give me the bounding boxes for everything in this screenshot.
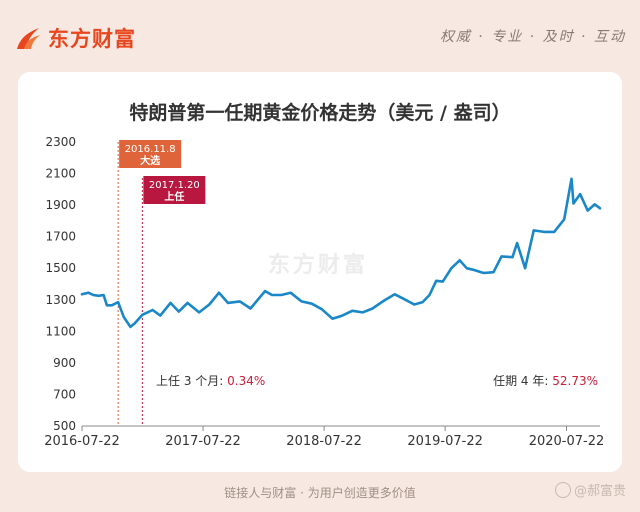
watermark-icon xyxy=(554,482,571,498)
brand-name: 东方财富 xyxy=(48,27,136,51)
brand-logo: 东方财富 xyxy=(14,22,136,54)
x-tick-label: 2020-07-22 xyxy=(529,434,605,449)
annotation-event: 上任 xyxy=(164,190,184,203)
watermark: @郝富贵 xyxy=(554,480,626,499)
annotation-event: 大选 xyxy=(140,154,160,167)
series-line-gold-price xyxy=(80,177,602,329)
chart-card xyxy=(18,72,622,472)
y-tick-label: 1900 xyxy=(45,198,76,212)
annotation-date: 2016.11.8 xyxy=(125,144,176,155)
y-tick-label: 500 xyxy=(53,419,76,433)
y-tick-label: 2100 xyxy=(45,167,76,181)
stat-three-months: 上任 3 个月: 0.34% xyxy=(156,374,265,388)
footer-tagline: 链接人与财富 · 为用户创造更多价值 xyxy=(224,486,416,500)
annotation-badge xyxy=(143,176,206,204)
chart-title: 特朗普第一任期黄金价格走势（美元 / 盎司） xyxy=(129,102,511,124)
y-tick-label: 1500 xyxy=(45,261,76,275)
stat-three-months-label: 上任 3 个月: xyxy=(156,374,227,388)
x-tick-label: 2018-07-22 xyxy=(286,434,362,449)
watermark-text: @郝富贵 xyxy=(573,484,626,499)
y-tick-label: 900 xyxy=(53,356,76,370)
chart-watermark: 东方财富 xyxy=(268,252,368,278)
y-tick-label: 2300 xyxy=(45,135,76,149)
annotation-badge xyxy=(119,140,182,168)
annotation-date: 2017.1.20 xyxy=(149,180,200,191)
brand-flame-icon xyxy=(17,28,40,49)
x-tick-label: 2019-07-22 xyxy=(407,434,483,449)
x-tick-label: 2017-07-22 xyxy=(165,434,241,449)
y-tick-label: 1300 xyxy=(45,293,76,307)
y-tick-label: 1100 xyxy=(45,324,76,338)
x-tick-label: 2016-07-22 xyxy=(44,434,120,449)
slogan: 权威 · 专业 · 及时 · 互动 xyxy=(439,29,626,45)
y-tick-label: 700 xyxy=(53,387,76,401)
stat-three-months-value: 0.34% xyxy=(227,374,265,388)
stat-four-years-label: 任期 4 年: xyxy=(493,374,552,388)
stat-four-years: 任期 4 年: 52.73% xyxy=(493,374,598,388)
y-tick-label: 1700 xyxy=(45,230,76,244)
stat-four-years-value: 52.73% xyxy=(552,374,598,388)
